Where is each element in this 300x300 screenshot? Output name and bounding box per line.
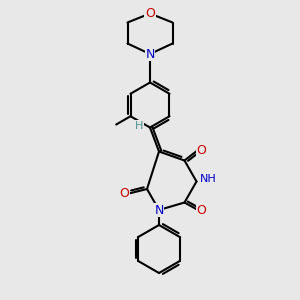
Text: O: O xyxy=(197,203,206,217)
Text: O: O xyxy=(197,143,206,157)
Text: O: O xyxy=(120,187,129,200)
Text: N: N xyxy=(154,203,164,217)
Text: N: N xyxy=(145,47,155,61)
Text: O: O xyxy=(145,7,155,20)
Text: H: H xyxy=(135,121,144,131)
Text: NH: NH xyxy=(200,173,217,184)
